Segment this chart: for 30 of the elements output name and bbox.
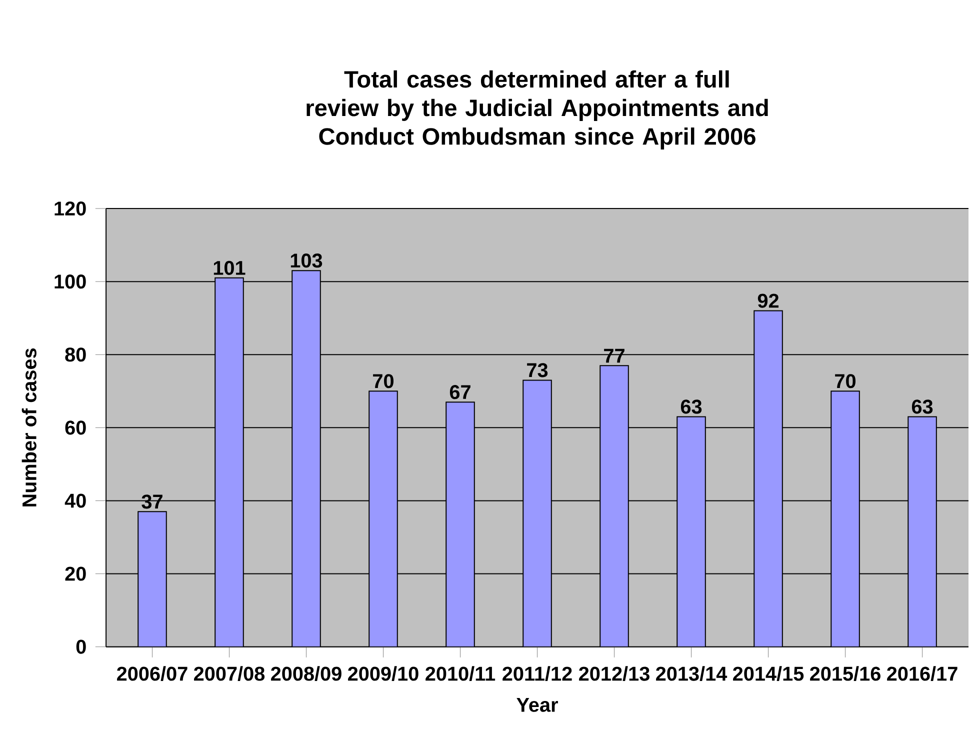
y-tick-label: 120 — [54, 201, 86, 216]
y-axis-title: Number of cases — [22, 348, 36, 506]
y-tick-label: 0 — [76, 640, 86, 654]
x-tick-label: 2013/14 — [656, 666, 728, 681]
x-tick-label: 2016/17 — [887, 666, 958, 681]
data-label: 92 — [758, 294, 779, 308]
y-tick-label: 20 — [65, 566, 86, 581]
x-tick-label: 2007/08 — [194, 666, 265, 681]
y-tick-label: 80 — [65, 347, 86, 362]
data-label: 103 — [290, 253, 322, 268]
data-label: 67 — [450, 384, 470, 399]
x-tick-label: 2015/16 — [810, 666, 880, 681]
x-tick-label: 2010/11 — [426, 666, 496, 681]
y-tick-label: 100 — [54, 274, 86, 288]
data-label: 70 — [835, 374, 856, 388]
x-tick-label: 2011/12 — [502, 666, 572, 681]
data-label: 63 — [912, 399, 933, 414]
y-tick-label: 60 — [65, 420, 86, 435]
data-label: 73 — [527, 362, 548, 378]
chart-title: Total cases determined after a full review by the Judicial Appointments and Conduct Ombudsman since April 2006 — [306, 70, 768, 150]
x-axis-title: Year — [516, 698, 558, 712]
x-tick-label: 2006/07 — [117, 666, 188, 681]
data-label: 70 — [373, 374, 394, 388]
x-tick-label: 2008/09 — [271, 666, 342, 681]
x-tick-label: 2014/15 — [733, 666, 804, 681]
data-label: 63 — [680, 399, 702, 414]
x-tick-label: 2012/13 — [579, 666, 650, 681]
y-tick-label: 40 — [64, 494, 86, 508]
x-tick-label: 2009/10 — [348, 666, 418, 681]
data-label: 101 — [214, 260, 246, 275]
